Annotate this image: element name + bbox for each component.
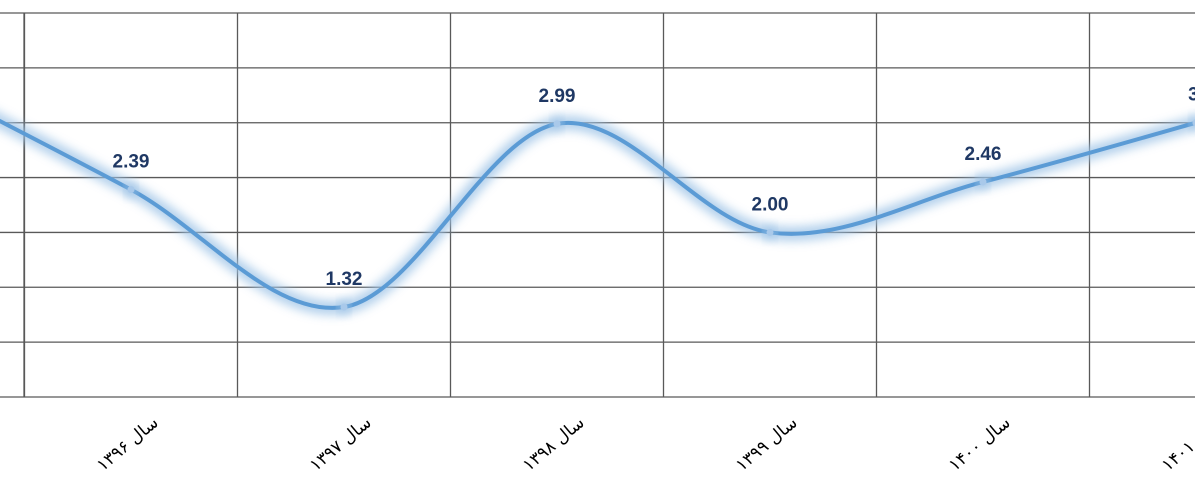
x-tick-label: سال ۱۳۹۶ (93, 413, 162, 476)
data-point (553, 120, 561, 128)
series-line (0, 118, 1195, 310)
x-axis-tick-labels: سال ۱۳۹۶ سال ۱۳۹۷ سال ۱۳۹۸ سال ۱۳۹۹ سال ۱۴۰۰… (93, 413, 1195, 476)
gridlines (0, 12, 1195, 398)
data-point (1192, 119, 1195, 127)
data-point-glow (1189, 115, 1195, 130)
x-tick-label: سال ۱۳۹۹ (732, 413, 801, 476)
data-label: 2.46 (965, 144, 1002, 165)
series-line-glow (0, 113, 1195, 315)
data-point (979, 178, 987, 186)
x-tick-label: سال ۱۳۹۸ (519, 413, 588, 476)
data-label: 3. (1188, 85, 1195, 106)
data-point (340, 303, 348, 311)
data-label: 2.00 (752, 194, 789, 215)
x-tick-label: سال ۱۴۰۰ (945, 413, 1014, 476)
data-point (766, 228, 774, 236)
data-point (127, 186, 135, 194)
data-labels: 2.39 1.32 2.99 2.00 2.46 3. (113, 85, 1195, 290)
x-tick-label: سال ۱۴۰۱ (1158, 413, 1195, 476)
data-label: 1.32 (326, 269, 363, 290)
data-label: 2.39 (113, 152, 150, 173)
x-tick-label: سال ۱۳۹۷ (306, 413, 375, 476)
series (0, 113, 1195, 315)
data-label: 2.99 (539, 86, 576, 107)
